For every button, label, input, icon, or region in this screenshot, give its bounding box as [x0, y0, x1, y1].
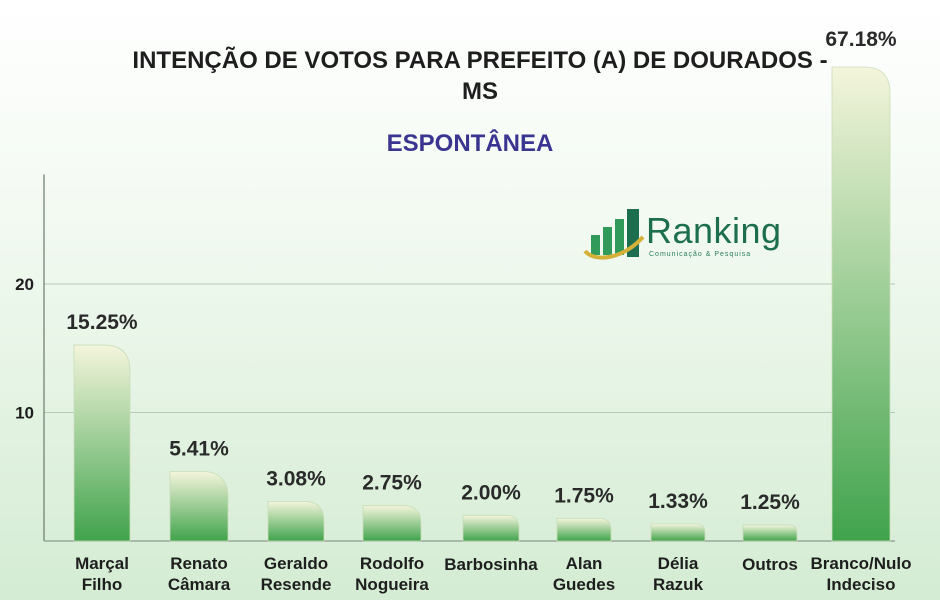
x-tick-label-line: Alan: [566, 554, 603, 573]
ranking-logo: Ranking Comunicação & Pesquisa: [583, 205, 783, 265]
x-tick-label-line: Rodolfo: [360, 554, 424, 573]
x-tick-label-line: Branco/Nulo: [810, 554, 911, 573]
logo-name: Ranking: [646, 210, 782, 251]
x-tick-label-line: Câmara: [168, 575, 231, 594]
x-tick-label: Délia Razuk: [653, 554, 704, 594]
bar-value-label: 15.25%: [66, 311, 138, 334]
x-tick-label-line: Geraldo: [264, 554, 328, 573]
bar: [742, 524, 798, 542]
x-tick-label-line: Marçal: [75, 554, 129, 573]
x-tick-label-line: Nogueira: [355, 575, 429, 594]
bar: [556, 518, 612, 542]
bar-value-label: 5.41%: [169, 437, 229, 460]
x-tick-label: Renato Câmara: [168, 554, 231, 594]
x-tick-label-line: Barbosinha: [444, 555, 538, 574]
bar-value-label: 1.75%: [554, 485, 614, 508]
x-tick-label-line: Délia: [658, 554, 699, 573]
x-tick-label: Geraldo Resende: [261, 554, 332, 594]
x-tick-label: Barbosinha: [444, 555, 538, 574]
bar: [169, 471, 229, 542]
x-tick-label-line: Outros: [742, 555, 798, 574]
x-tick-label-line: Guedes: [553, 575, 615, 594]
x-tick-label-line: Indeciso: [827, 575, 896, 594]
bar-value-label: 1.33%: [648, 490, 708, 513]
x-tick-label-line: Filho: [82, 575, 123, 594]
bar-value-label: 2.00%: [461, 481, 521, 504]
bar-value-label: 1.25%: [740, 491, 800, 514]
x-tick-label: Alan Guedes: [553, 554, 615, 594]
x-tick-label: Rodolfo Nogueira: [355, 554, 429, 594]
x-tick-label: Branco/Nulo Indeciso: [810, 554, 911, 594]
x-tick-label-line: Renato: [170, 554, 228, 573]
bar-value-label: 2.75%: [362, 472, 422, 495]
y-tick-label: 20: [15, 275, 34, 294]
x-tick-label: Marçal Filho: [75, 554, 129, 594]
bar: [462, 514, 520, 542]
bar: [650, 523, 706, 542]
bar: [831, 66, 891, 542]
bar: [73, 344, 131, 542]
bar: [267, 501, 325, 542]
bar-value-label: 3.08%: [266, 467, 326, 490]
chart-title: INTENÇÃO DE VOTOS PARA PREFEITO (A) DE D…: [132, 47, 828, 105]
logo-tagline: Comunicação & Pesquisa: [649, 251, 752, 258]
bar-value-label: 67.18%: [825, 28, 897, 51]
x-tick-label: Outros: [742, 555, 798, 574]
ranking-logo-icon: [583, 209, 645, 260]
chart-subtitle: ESPONTÂNEA: [386, 130, 554, 157]
x-tick-label-line: Razuk: [653, 575, 704, 594]
bar: [362, 505, 422, 542]
y-tick-label: 10: [15, 404, 34, 423]
x-tick-label-line: Resende: [261, 575, 332, 594]
